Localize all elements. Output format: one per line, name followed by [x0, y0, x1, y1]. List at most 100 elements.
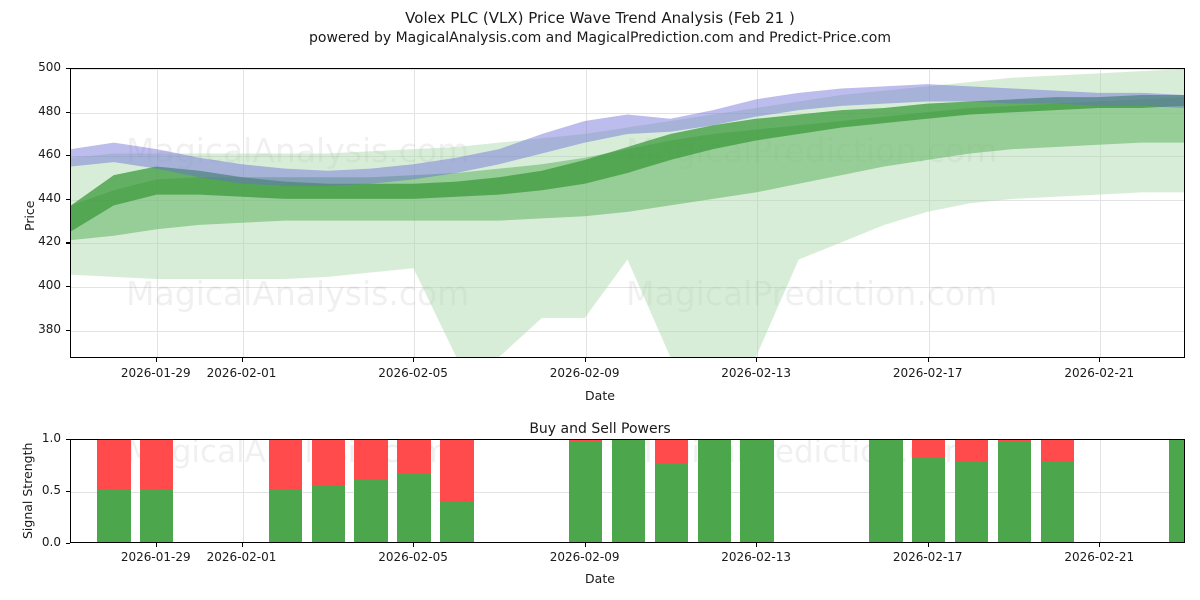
gridline: [1100, 69, 1102, 357]
y-tick-mark: [66, 286, 70, 288]
price-x-axis-title: Date: [585, 388, 615, 403]
sell-power-bar[interactable]: [568, 440, 603, 443]
y-tick-label: 0.0: [41, 535, 61, 549]
page-subtitle: powered by MagicalAnalysis.com and Magic…: [309, 30, 891, 46]
buy-power-bar[interactable]: [440, 502, 474, 542]
y-tick-label: 380: [38, 321, 61, 336]
buy-power-bar[interactable]: [740, 440, 774, 542]
x-tick-label: 2026-02-05: [378, 550, 448, 564]
y-tick-mark: [66, 491, 70, 493]
y-tick-mark: [66, 242, 70, 244]
x-tick-label: 2026-02-01: [206, 550, 277, 564]
y-tick-label: 480: [38, 103, 61, 118]
sell-power-bar[interactable]: [397, 440, 431, 474]
gridline: [757, 69, 759, 357]
x-tick-label: 2026-02-05: [378, 366, 448, 380]
buy-power-bar[interactable]: [611, 440, 646, 542]
buy-power-bar[interactable]: [568, 442, 603, 542]
sell-power-bar[interactable]: [311, 440, 346, 486]
price-y-axis-title: Price: [22, 200, 37, 232]
x-tick-label: 2026-02-21: [1064, 366, 1135, 380]
signal-bar-group: [71, 440, 1184, 542]
gridline: [71, 330, 1184, 332]
buy-power-bar[interactable]: [97, 490, 131, 542]
y-tick-label: 1.0: [41, 431, 61, 445]
buy-power-bar[interactable]: [911, 456, 946, 542]
gridline: [242, 440, 244, 542]
x-tick-label: 2026-02-01: [206, 366, 277, 380]
gridline: [71, 112, 1184, 114]
y-tick-label: 500: [38, 60, 61, 74]
buy-power-bar[interactable]: [697, 440, 731, 542]
buy-power-bar[interactable]: [954, 461, 989, 542]
price-band-area: [71, 69, 1184, 357]
sell-power-bar[interactable]: [440, 440, 474, 503]
sell-power-bar[interactable]: [997, 440, 1032, 443]
band-blue-upper-band: [71, 84, 1184, 186]
sell-power-bar[interactable]: [354, 440, 388, 479]
buy-power-bar[interactable]: [311, 485, 346, 542]
x-tick-label: 2026-02-21: [1064, 550, 1135, 564]
chart-title-block: Volex PLC (VLX) Price Wave Trend Analysi…: [0, 8, 1200, 48]
x-tick-label: 2026-01-29: [120, 550, 191, 564]
gridline: [71, 287, 1184, 289]
y-tick-label: 0.5: [41, 483, 61, 497]
sell-power-bar[interactable]: [654, 440, 689, 463]
price-wave-chart: MagicalAnalysis.comMagicalPrediction.com…: [70, 68, 1185, 358]
signal-chart-title: Buy and Sell Powers: [529, 421, 671, 437]
y-tick-mark: [66, 198, 70, 200]
buy-power-bar[interactable]: [1040, 460, 1075, 542]
x-tick-label: 2026-02-09: [549, 366, 620, 380]
buy-power-bar[interactable]: [397, 473, 431, 542]
buy-power-bar[interactable]: [869, 440, 903, 542]
x-tick-label: 2026-01-29: [120, 366, 191, 380]
buy-power-bar[interactable]: [140, 490, 174, 542]
y-tick-label: 420: [38, 234, 61, 249]
x-tick-mark: [756, 543, 758, 547]
sell-power-bar[interactable]: [268, 440, 303, 490]
x-tick-label: 2026-02-13: [721, 366, 792, 380]
sell-power-bar[interactable]: [140, 440, 174, 490]
sell-power-bar[interactable]: [954, 440, 989, 462]
gridline: [71, 69, 1184, 70]
y-tick-mark: [66, 68, 70, 70]
buy-power-bar[interactable]: [268, 490, 303, 542]
sell-power-bar[interactable]: [1040, 440, 1075, 461]
gridline: [928, 69, 930, 357]
x-tick-mark: [1099, 358, 1101, 362]
signal-y-axis-title: Signal Strength: [20, 442, 35, 539]
y-tick-mark: [66, 329, 70, 331]
x-tick-mark: [413, 358, 415, 362]
y-tick-mark: [66, 155, 70, 157]
sell-power-bar[interactable]: [97, 440, 131, 490]
x-tick-label: 2026-02-13: [721, 550, 792, 564]
y-tick-mark: [66, 111, 70, 113]
x-tick-mark: [155, 358, 157, 362]
buy-power-bar[interactable]: [1169, 440, 1184, 542]
y-tick-label: 400: [38, 278, 61, 293]
sell-power-bar[interactable]: [911, 440, 946, 457]
x-tick-label: 2026-02-17: [892, 550, 963, 564]
buy-power-bar[interactable]: [654, 462, 689, 542]
x-tick-mark: [927, 543, 929, 547]
y-tick-mark: [66, 439, 70, 441]
y-tick-mark: [66, 543, 70, 545]
x-tick-label: 2026-02-09: [549, 550, 620, 564]
x-tick-mark: [584, 543, 586, 547]
y-tick-label: 460: [38, 147, 61, 162]
x-tick-mark: [756, 358, 758, 362]
page-title: Volex PLC (VLX) Price Wave Trend Analysi…: [405, 9, 795, 27]
x-tick-mark: [241, 358, 243, 362]
x-tick-mark: [241, 543, 243, 547]
x-tick-label: 2026-02-17: [892, 366, 963, 380]
x-tick-mark: [927, 358, 929, 362]
y-tick-label: 440: [38, 190, 61, 205]
x-tick-mark: [584, 358, 586, 362]
buy-power-bar[interactable]: [997, 442, 1032, 542]
signal-x-axis-title: Date: [585, 571, 615, 586]
buy-power-bar[interactable]: [354, 478, 388, 542]
band-core-dark-band: [71, 94, 1184, 232]
gridline: [1100, 440, 1102, 542]
